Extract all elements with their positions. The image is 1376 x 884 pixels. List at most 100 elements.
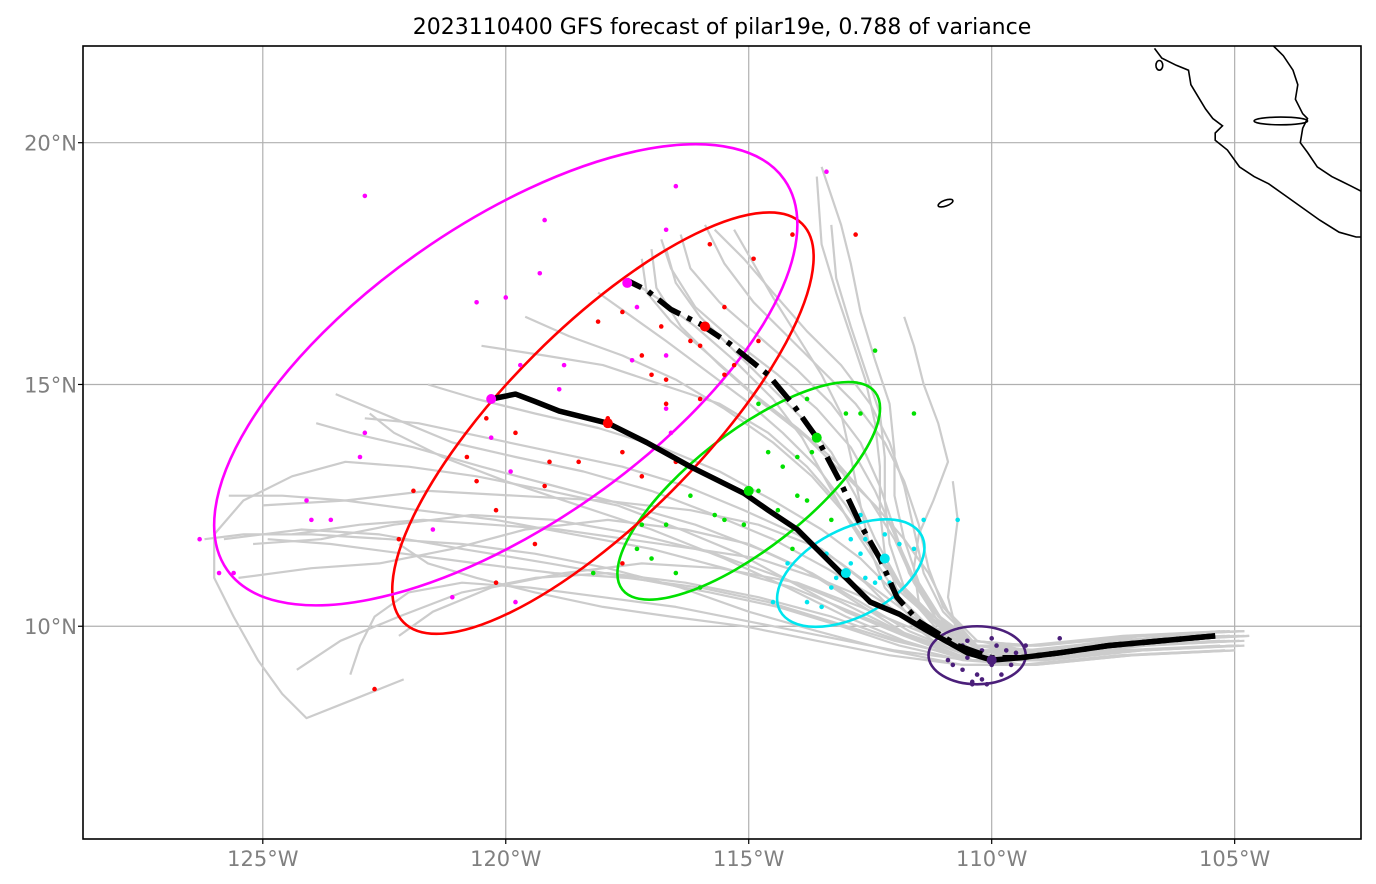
member-position-dot: [756, 401, 761, 407]
member-position-dot: [532, 541, 538, 547]
member-position-dot: [649, 556, 654, 561]
member-position-dot: [216, 570, 222, 576]
member-positions: [197, 169, 1063, 692]
member-position-dot: [722, 304, 727, 310]
member-position-dot: [634, 546, 640, 552]
member-position-dot: [872, 348, 878, 353]
member-position-dot: [853, 232, 858, 237]
member-position-dot: [1023, 643, 1029, 648]
x-tick-label: 120°W: [470, 847, 542, 871]
mean-position-marker: [811, 432, 822, 443]
member-position-dot: [809, 449, 815, 455]
member-position-dot: [450, 594, 455, 600]
member-position-dot: [999, 672, 1004, 677]
member-position-dot: [634, 304, 640, 310]
member-position-dot: [911, 546, 917, 552]
member-position-dot: [780, 464, 786, 469]
member-position-dot: [804, 599, 810, 605]
island: [1155, 59, 1164, 71]
member-position-dot: [897, 541, 902, 547]
uncertainty-ellipse: [775, 517, 926, 629]
member-position-dot: [751, 256, 756, 262]
member-position-dot: [658, 324, 664, 329]
uncertainty-ellipse: [390, 211, 815, 636]
member-position-dot: [688, 338, 693, 344]
member-position-dot: [1013, 650, 1019, 656]
member-position-dot: [576, 459, 581, 465]
member-position-dot: [673, 570, 679, 576]
member-position-dot: [819, 604, 824, 610]
member-position-dot: [848, 561, 854, 566]
member-position-dot: [795, 454, 800, 460]
ensemble-track: [213, 460, 1235, 720]
axis-tick-labels: 125°W 120°W 115°W 110°W 105°W 10°N 15°N 20°N: [24, 132, 1270, 871]
member-position-dot: [556, 387, 562, 392]
member-position-dot: [882, 532, 888, 537]
member-position-dot: [974, 672, 980, 677]
member-position-dot: [863, 536, 868, 542]
member-position-dot: [547, 459, 552, 465]
member-position-dot: [1008, 662, 1014, 668]
member-position-dot: [513, 599, 518, 605]
member-position-dot: [231, 570, 236, 576]
member-position-dot: [508, 469, 513, 474]
member-position-dot: [537, 270, 543, 276]
mean-position-marker: [986, 655, 997, 666]
member-position-dot: [731, 362, 737, 368]
member-position-dot: [872, 580, 878, 586]
x-tick-label: 125°W: [227, 847, 299, 871]
ensemble-track: [946, 481, 1250, 657]
member-position-dot: [620, 449, 625, 455]
member-position-dot: [790, 232, 795, 237]
member-position-dot: [620, 309, 625, 315]
member-position-dot: [663, 406, 669, 411]
member-position-dot: [513, 430, 518, 436]
member-position-dot: [411, 488, 416, 494]
member-position-dot: [848, 536, 854, 542]
member-position-dot: [804, 498, 810, 503]
coastline: [1153, 47, 1361, 238]
ensemble-track: [349, 581, 1240, 675]
member-position-dot: [464, 454, 470, 460]
mean-position-marker: [622, 277, 633, 288]
member-position-dot: [488, 435, 494, 440]
member-position-dot: [697, 343, 703, 349]
member-position-dot: [590, 570, 596, 576]
member-position-dot: [707, 241, 713, 247]
member-position-dot: [697, 585, 703, 590]
ensemble-tracks: [204, 166, 1250, 720]
member-position-dot: [503, 295, 509, 300]
ensemble-track: [597, 291, 1230, 652]
member-position-dot: [804, 396, 810, 402]
island: [937, 198, 954, 208]
member-position-dot: [493, 580, 499, 586]
plot-frame: [82, 45, 1362, 840]
member-position-dot: [858, 411, 863, 416]
member-position-dot: [921, 517, 926, 523]
member-position-dot: [474, 299, 479, 305]
member-position-dot: [663, 522, 669, 528]
member-position-dot: [688, 493, 693, 498]
member-position-dot: [474, 478, 479, 484]
coastline-layer: [937, 46, 1361, 238]
member-position-dot: [484, 416, 489, 421]
member-position-dot: [493, 507, 499, 513]
member-position-dot: [362, 430, 368, 436]
member-position-dot: [945, 657, 951, 663]
member-position-dot: [430, 527, 436, 532]
member-position-dot: [756, 488, 761, 494]
y-tick-label: 15°N: [24, 373, 77, 397]
member-position-dot: [639, 522, 645, 528]
member-position-dot: [542, 483, 547, 489]
member-position-dot: [629, 357, 635, 363]
ensemble-track: [704, 224, 1225, 647]
member-position-dot: [833, 575, 839, 581]
member-position-dot: [960, 667, 965, 673]
y-tick-label: 10°N: [24, 615, 77, 639]
member-position-dot: [722, 372, 727, 378]
mean-position-marker: [699, 321, 710, 332]
member-position-dot: [561, 362, 567, 368]
member-position-dot: [829, 585, 834, 590]
mean-positions: [486, 277, 997, 666]
island: [1253, 116, 1309, 126]
